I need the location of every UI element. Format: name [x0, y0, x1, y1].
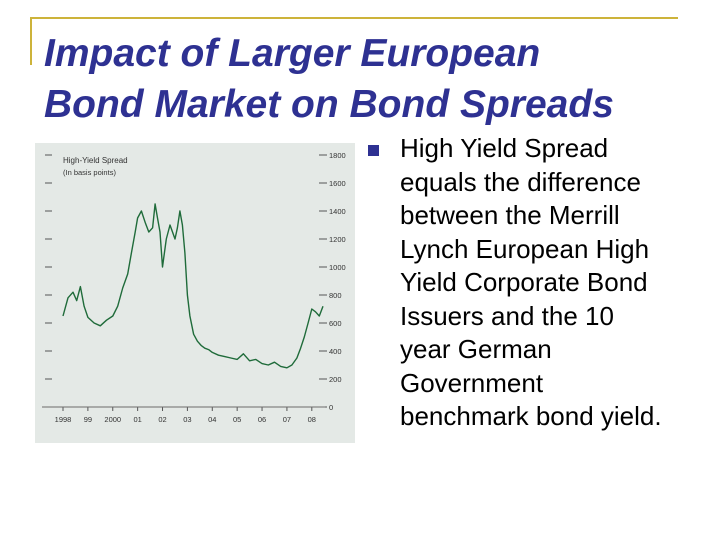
bullet-line-5: Yield Corporate Bond [400, 267, 648, 297]
title-frame-left [30, 17, 32, 65]
high-yield-spread-chart: 0 200 400 600 800 1000 1200 1400 1600 1800 1998 99… [35, 143, 355, 443]
y-tick-label: 1800 [329, 151, 346, 160]
y-tick-label: 600 [329, 319, 342, 328]
bullet-marker [368, 145, 379, 156]
x-tick-label: 06 [258, 415, 266, 424]
bullet-line-1: High Yield Spread [400, 133, 609, 163]
x-tick-label: 04 [208, 415, 216, 424]
y-tick-label: 1400 [329, 207, 346, 216]
bullet-line-8: Government [400, 367, 544, 398]
slide-title: Impact of Larger European Bond Market on… [44, 28, 704, 130]
y-tick-label: 200 [329, 375, 342, 384]
y-tick-label: 0 [329, 403, 333, 412]
bullet-line-7: year German [400, 334, 552, 364]
y-tick-label: 400 [329, 347, 342, 356]
right-axis-ticks: 0 200 400 600 800 1000 1200 1400 1600 1800 [319, 151, 346, 412]
bullet-line-3: between the Merrill [400, 200, 620, 230]
bullet-line-2: equals the difference [400, 166, 641, 197]
bullet-line-6: Issuers and the 10 [400, 300, 614, 331]
x-tick-label: 03 [183, 415, 191, 424]
chart-canvas: 0 200 400 600 800 1000 1200 1400 1600 1800 1998 99… [42, 151, 346, 424]
y-tick-label: 800 [329, 291, 342, 300]
bullet-line-9: benchmark bond yield. [400, 401, 662, 431]
title-frame-top [30, 17, 678, 19]
x-tick-label: 05 [233, 415, 241, 424]
y-tick-label: 1000 [329, 263, 346, 272]
slide-title-line-2: Bond Market on Bond Spreads [44, 83, 614, 126]
chart-title: High-Yield Spread [63, 156, 128, 165]
x-tick-label: 02 [158, 415, 166, 424]
x-tick-label: 1998 [55, 415, 72, 424]
x-tick-label: 99 [84, 415, 92, 424]
x-tick-label: 2000 [104, 415, 121, 424]
slide-title-line-1: Impact of Larger European [44, 32, 541, 75]
high-yield-spread-line [62, 203, 324, 369]
x-tick-label: 07 [283, 415, 291, 424]
x-axis-ticks: 1998 99 2000 01 02 03 04 05 06 07 08 [55, 407, 316, 424]
y-tick-label: 1600 [329, 179, 346, 188]
x-tick-label: 08 [308, 415, 316, 424]
x-tick-label: 01 [133, 415, 141, 424]
bullet-text: High Yield Spread equals the difference … [400, 132, 700, 434]
bullet-line-4: Lynch European High [400, 233, 650, 264]
chart-subtitle: (In basis points) [63, 168, 116, 177]
left-axis-ticks [45, 154, 52, 408]
y-tick-label: 1200 [329, 235, 346, 244]
